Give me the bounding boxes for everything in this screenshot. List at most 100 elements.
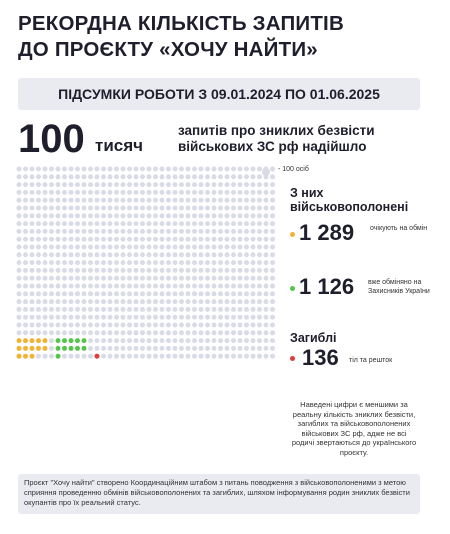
dot [211, 260, 217, 266]
dot [205, 221, 210, 227]
dot [224, 322, 230, 328]
dot [55, 205, 61, 211]
dot [29, 197, 35, 203]
dot [16, 189, 22, 195]
dot [231, 291, 236, 297]
dot [68, 260, 74, 266]
dot [133, 338, 139, 344]
dot [81, 283, 87, 289]
highlighted-dot [23, 345, 28, 351]
dot [250, 283, 256, 289]
dot [75, 189, 80, 195]
dot [244, 353, 249, 359]
dot [192, 166, 197, 172]
dot [211, 283, 217, 289]
dot [179, 182, 184, 188]
dot [68, 182, 74, 188]
dot [36, 205, 41, 211]
dot [231, 338, 236, 344]
dot [237, 182, 243, 188]
dot [23, 267, 28, 273]
dot [133, 322, 139, 328]
dot [244, 252, 249, 258]
dot [224, 353, 230, 359]
dot [159, 182, 165, 188]
dot [244, 244, 249, 250]
dot [62, 260, 67, 266]
dot [192, 236, 197, 242]
dot [231, 345, 236, 351]
dot [250, 228, 256, 234]
dot [49, 228, 54, 234]
dot [224, 166, 230, 172]
dot [198, 166, 204, 172]
dot [153, 197, 158, 203]
dot [224, 174, 230, 180]
dot [62, 299, 67, 305]
dot [250, 291, 256, 297]
dot [159, 322, 165, 328]
dot [140, 244, 145, 250]
dot [218, 166, 223, 172]
dot [218, 322, 223, 328]
dot [192, 228, 197, 234]
dot [172, 345, 178, 351]
dot [250, 197, 256, 203]
dot [75, 330, 80, 336]
dot [263, 353, 269, 359]
dot [218, 267, 223, 273]
dot [166, 244, 171, 250]
dot [81, 236, 87, 242]
dot [114, 228, 119, 234]
dot [257, 166, 262, 172]
dot [263, 244, 269, 250]
dot [120, 291, 126, 297]
dot [36, 267, 41, 273]
dot [211, 291, 217, 297]
dot [101, 306, 106, 312]
dot [140, 236, 145, 242]
dot [179, 221, 184, 227]
dot [55, 267, 61, 273]
dot [120, 299, 126, 305]
dot [140, 299, 145, 305]
dot [270, 213, 275, 219]
dot [36, 275, 41, 281]
dot [179, 330, 184, 336]
dot [127, 314, 132, 320]
dot [211, 267, 217, 273]
dot [218, 314, 223, 320]
dot [133, 228, 139, 234]
dot [36, 221, 41, 227]
highlighted-dot [23, 353, 28, 359]
dot [94, 244, 100, 250]
dot [68, 283, 74, 289]
dot [159, 174, 165, 180]
dot [263, 228, 269, 234]
dot [166, 228, 171, 234]
dot [185, 197, 191, 203]
dot [29, 174, 35, 180]
dot [224, 252, 230, 258]
dot [16, 166, 22, 172]
dot [55, 236, 61, 242]
dot [55, 306, 61, 312]
dot [237, 299, 243, 305]
dot [205, 252, 210, 258]
dot [101, 322, 106, 328]
dot [231, 213, 236, 219]
dot [133, 174, 139, 180]
dot [159, 275, 165, 281]
dot [29, 283, 35, 289]
dot [133, 353, 139, 359]
dot [198, 197, 204, 203]
dot [263, 345, 269, 351]
dot [185, 267, 191, 273]
dot [237, 353, 243, 359]
dot [166, 314, 171, 320]
dot [140, 166, 145, 172]
dot [263, 283, 269, 289]
dot [114, 314, 119, 320]
dot [120, 174, 126, 180]
dot [205, 345, 210, 351]
